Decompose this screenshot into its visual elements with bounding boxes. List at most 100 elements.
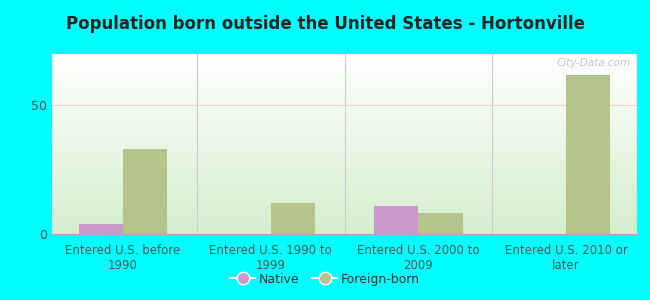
Bar: [52, 220, 637, 221]
Bar: [52, 122, 637, 124]
Bar: [52, 103, 637, 104]
Bar: [52, 216, 637, 218]
Bar: [52, 92, 637, 94]
Bar: [52, 121, 637, 122]
Bar: [566, 75, 610, 234]
Bar: [52, 185, 637, 187]
Bar: [52, 88, 637, 90]
Bar: [52, 187, 637, 189]
Bar: [52, 77, 637, 79]
Bar: [52, 61, 637, 63]
Bar: [52, 108, 637, 110]
Bar: [52, 158, 637, 160]
Bar: [52, 160, 637, 162]
Bar: [79, 224, 123, 234]
Bar: [52, 171, 637, 173]
Bar: [52, 85, 637, 86]
Bar: [52, 232, 637, 234]
Bar: [52, 97, 637, 99]
Bar: [52, 137, 637, 139]
Bar: [52, 124, 637, 126]
Bar: [52, 194, 637, 196]
Bar: [52, 81, 637, 83]
Bar: [52, 229, 637, 230]
Bar: [52, 70, 637, 72]
Bar: [52, 126, 637, 128]
Bar: [52, 221, 637, 223]
Bar: [52, 135, 637, 137]
Bar: [52, 54, 637, 56]
Bar: [52, 191, 637, 193]
Bar: [52, 59, 637, 61]
Bar: [52, 162, 637, 164]
Bar: [52, 212, 637, 214]
Bar: [52, 178, 637, 180]
Bar: [52, 205, 637, 207]
Bar: [52, 180, 637, 182]
Bar: [52, 104, 637, 106]
Bar: [52, 193, 637, 194]
Bar: [52, 76, 637, 77]
Bar: [52, 86, 637, 88]
Bar: [52, 65, 637, 67]
Bar: [52, 169, 637, 171]
Bar: [52, 175, 637, 176]
Bar: [52, 227, 637, 229]
Bar: [52, 113, 637, 115]
Bar: [52, 119, 637, 121]
Bar: [52, 214, 637, 216]
Bar: [123, 149, 167, 234]
Bar: [52, 203, 637, 205]
Bar: [52, 198, 637, 200]
Bar: [52, 230, 637, 232]
Text: City-Data.com: City-Data.com: [557, 58, 631, 68]
Bar: [52, 110, 637, 112]
Bar: [52, 202, 637, 203]
Bar: [52, 182, 637, 184]
Bar: [52, 101, 637, 103]
Bar: [52, 223, 637, 225]
Bar: [52, 148, 637, 149]
Bar: [52, 211, 637, 212]
Bar: [52, 155, 637, 157]
Bar: [52, 74, 637, 76]
Bar: [52, 139, 637, 140]
Bar: [52, 142, 637, 144]
Bar: [52, 164, 637, 166]
Bar: [52, 72, 637, 74]
Bar: [52, 184, 637, 185]
Bar: [52, 130, 637, 131]
Bar: [52, 83, 637, 85]
Bar: [52, 153, 637, 155]
Bar: [52, 149, 637, 151]
Bar: [52, 140, 637, 142]
Bar: [52, 117, 637, 119]
Bar: [52, 63, 637, 65]
Text: Population born outside the United States - Hortonville: Population born outside the United State…: [66, 15, 584, 33]
Bar: [52, 225, 637, 227]
Bar: [52, 200, 637, 202]
Bar: [374, 206, 419, 234]
Bar: [52, 218, 637, 220]
Bar: [52, 209, 637, 211]
Bar: [270, 203, 315, 234]
Bar: [52, 95, 637, 97]
Bar: [52, 167, 637, 169]
Bar: [52, 157, 637, 158]
Bar: [52, 94, 637, 95]
Bar: [52, 67, 637, 68]
Bar: [52, 166, 637, 167]
Bar: [52, 68, 637, 70]
Bar: [52, 151, 637, 153]
Bar: [52, 56, 637, 58]
Legend: Native, Foreign-born: Native, Foreign-born: [225, 268, 425, 291]
Bar: [52, 196, 637, 198]
Bar: [419, 213, 463, 234]
Bar: [52, 106, 637, 108]
Bar: [52, 189, 637, 191]
Bar: [52, 112, 637, 113]
Bar: [52, 207, 637, 209]
Bar: [52, 128, 637, 130]
Bar: [52, 79, 637, 81]
Bar: [52, 146, 637, 148]
